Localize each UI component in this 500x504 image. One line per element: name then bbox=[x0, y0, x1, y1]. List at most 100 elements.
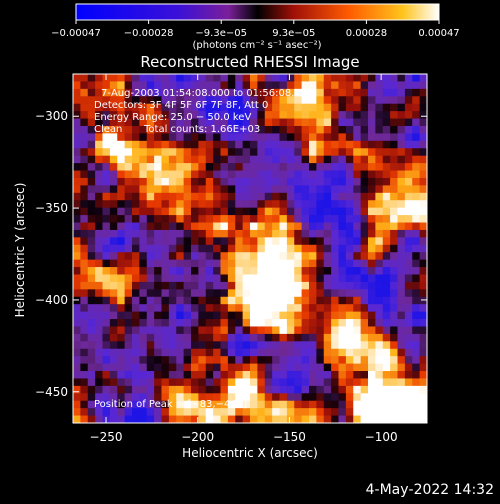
heatmap-cell bbox=[323, 393, 332, 402]
heatmap-cell bbox=[397, 393, 406, 402]
heatmap-cell bbox=[139, 326, 148, 335]
heatmap-cell bbox=[191, 311, 199, 320]
heatmap-cell bbox=[117, 289, 126, 298]
heatmap-cell bbox=[117, 140, 126, 149]
heatmap-cell bbox=[176, 400, 185, 409]
heatmap-cell bbox=[73, 155, 81, 164]
heatmap-cell bbox=[205, 415, 214, 424]
heatmap-cell bbox=[331, 192, 339, 201]
heatmap-cell bbox=[191, 259, 199, 268]
x-tick-label: −150 bbox=[273, 430, 306, 444]
heatmap-cell bbox=[264, 229, 273, 238]
heatmap-cell bbox=[375, 215, 384, 223]
heatmap-cell bbox=[102, 133, 111, 142]
heatmap-cell bbox=[397, 363, 406, 372]
x-axis-label: Heliocentric X (arcsec) bbox=[182, 446, 318, 460]
heatmap-cell bbox=[294, 244, 303, 253]
heatmap-cell bbox=[102, 96, 111, 105]
heatmap-cell bbox=[80, 74, 89, 82]
heatmap-cell bbox=[404, 296, 413, 305]
heatmap-cell bbox=[198, 125, 207, 134]
heatmap-cell bbox=[309, 111, 317, 119]
heatmap-cell bbox=[235, 163, 244, 171]
heatmap-cell bbox=[220, 281, 229, 290]
heatmap-cell bbox=[345, 252, 354, 261]
heatmap-cell bbox=[250, 237, 258, 246]
heatmap-cell bbox=[368, 103, 376, 112]
heatmap-cell bbox=[419, 177, 428, 186]
heatmap-cell bbox=[176, 274, 185, 283]
heatmap-cell bbox=[227, 111, 236, 119]
heatmap-cell bbox=[73, 252, 81, 261]
heatmap-cell bbox=[404, 237, 413, 246]
heatmap-cell bbox=[360, 356, 369, 364]
heatmap-cell bbox=[154, 348, 162, 357]
heatmap-cell bbox=[176, 296, 185, 305]
heatmap-cell bbox=[176, 103, 185, 112]
heatmap-cell bbox=[338, 155, 347, 164]
heatmap-cell bbox=[368, 237, 376, 246]
heatmap-cell bbox=[368, 125, 376, 134]
heatmap-cell bbox=[73, 296, 81, 305]
heatmap-cell bbox=[139, 111, 148, 119]
heatmap-cell bbox=[390, 118, 398, 127]
heatmap-cell bbox=[73, 74, 81, 82]
heatmap-cell bbox=[279, 348, 288, 357]
heatmap-cell bbox=[279, 311, 288, 320]
heatmap-cell bbox=[397, 237, 406, 246]
heatmap-cell bbox=[139, 378, 148, 387]
heatmap-cell bbox=[338, 133, 347, 142]
heatmap-cell bbox=[124, 207, 133, 216]
heatmap-cell bbox=[191, 415, 199, 424]
heatmap-cell bbox=[117, 348, 126, 357]
heatmap-cell bbox=[213, 296, 221, 305]
heatmap-cell bbox=[242, 348, 251, 357]
heatmap-cell bbox=[220, 408, 229, 416]
heatmap-cell bbox=[235, 326, 244, 335]
heatmap-cell bbox=[419, 155, 428, 164]
heatmap-cell bbox=[279, 393, 288, 402]
heatmap-cell bbox=[250, 140, 258, 149]
heatmap-cell bbox=[345, 81, 354, 90]
heatmap-cell bbox=[404, 207, 413, 216]
heatmap-cell bbox=[124, 125, 133, 134]
heatmap-cell bbox=[205, 259, 214, 268]
heatmap-cell bbox=[309, 200, 317, 209]
heatmap-cell bbox=[73, 125, 81, 134]
heatmap-cell bbox=[117, 274, 126, 283]
heatmap-cell bbox=[257, 289, 266, 298]
heatmap-cell bbox=[375, 133, 384, 142]
heatmap-cell bbox=[353, 289, 362, 298]
heatmap-cell bbox=[301, 125, 310, 134]
heatmap-cell bbox=[345, 140, 354, 149]
heatmap-cell bbox=[176, 326, 185, 335]
heatmap-cell bbox=[250, 118, 258, 127]
heatmap-cell bbox=[242, 281, 251, 290]
heatmap-cell bbox=[213, 192, 221, 201]
heatmap-cell bbox=[382, 200, 391, 209]
heatmap-cell bbox=[375, 333, 384, 342]
colorbar bbox=[75, 3, 440, 21]
heatmap-cell bbox=[205, 96, 214, 105]
heatmap-cell bbox=[168, 259, 177, 268]
heatmap-cell bbox=[272, 289, 280, 298]
heatmap-cell bbox=[73, 304, 81, 313]
heatmap-cell bbox=[227, 96, 236, 105]
heatmap-cell bbox=[419, 185, 428, 194]
heatmap-cell bbox=[390, 408, 398, 416]
heatmap-cell bbox=[176, 148, 185, 157]
heatmap-cell bbox=[146, 118, 155, 127]
heatmap-cell bbox=[109, 356, 118, 364]
heatmap-cell bbox=[154, 296, 162, 305]
heatmap-cell bbox=[404, 289, 413, 298]
heatmap-cell bbox=[220, 133, 229, 142]
heatmap-cell bbox=[331, 140, 339, 149]
heatmap-cell bbox=[80, 103, 89, 112]
heatmap-cell bbox=[390, 81, 398, 90]
heatmap-cell bbox=[382, 333, 391, 342]
heatmap-cell bbox=[213, 356, 221, 364]
heatmap-cell bbox=[286, 140, 295, 149]
heatmap-cell bbox=[205, 333, 214, 342]
heatmap-cell bbox=[382, 215, 391, 223]
heatmap-cell bbox=[345, 96, 354, 105]
